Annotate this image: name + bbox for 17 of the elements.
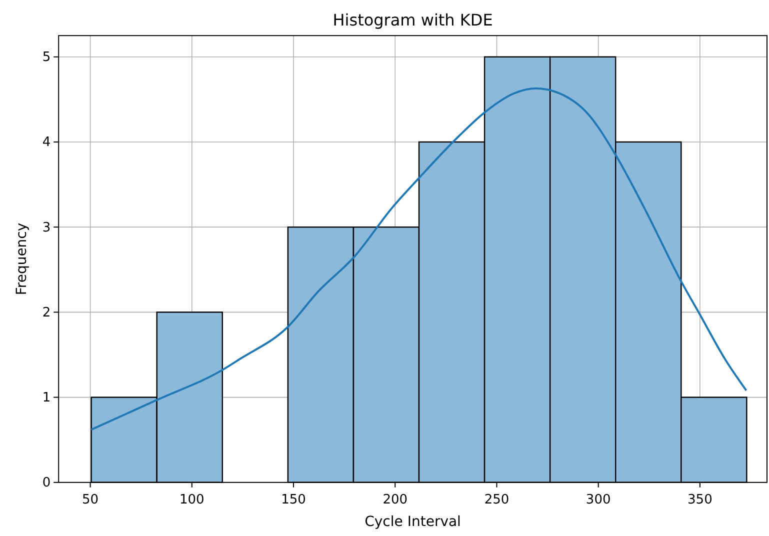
line-series xyxy=(90,87,748,431)
x-tick-label: 350 xyxy=(688,492,712,508)
y-tick-label: 3 xyxy=(42,220,51,236)
x-tick-label: 200 xyxy=(382,492,408,508)
x-axis-title: Cycle Interval xyxy=(364,514,461,530)
y-tick-label: 4 xyxy=(42,135,51,150)
x-tick-label: 300 xyxy=(586,492,611,508)
y-tick-label: 2 xyxy=(42,305,51,320)
x-tick-label: 50 xyxy=(82,492,99,508)
x-tick-label: 150 xyxy=(281,492,306,508)
y-tick-label: 1 xyxy=(42,390,51,406)
chart-title: Histogram with KDE xyxy=(332,10,493,30)
x-tick-label: 250 xyxy=(484,492,510,508)
y-tick-label: 0 xyxy=(42,476,51,491)
y-axis-title: Frequency xyxy=(14,222,30,296)
x-tick-label: 100 xyxy=(179,492,204,508)
y-tick-label: 5 xyxy=(42,50,51,66)
